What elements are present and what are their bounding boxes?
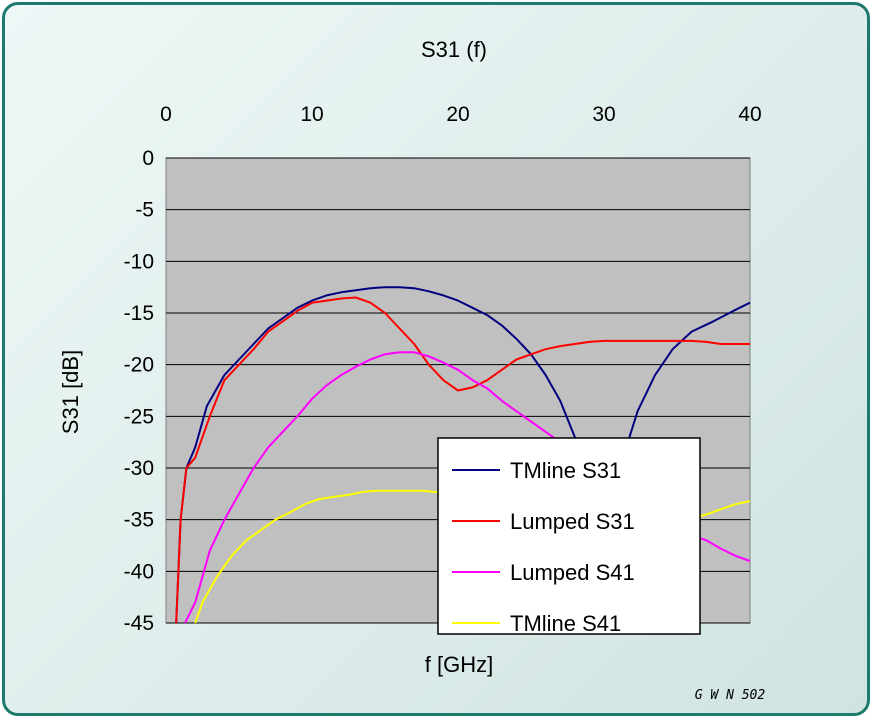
y-tick-label: -15 [124, 302, 154, 325]
legend-label: Lumped S31 [510, 509, 635, 534]
x-axis-title: f [GHz] [425, 652, 493, 677]
y-tick-label: -5 [135, 199, 154, 222]
x-tick-label: 20 [446, 103, 469, 126]
footer-tag: G W N 502 [695, 688, 766, 703]
x-tick-label: 40 [738, 103, 761, 126]
y-tick-label: -25 [124, 405, 154, 428]
y-tick-label: -30 [124, 457, 154, 480]
y-tick-label: 0 [142, 147, 154, 170]
x-tick-label: 30 [592, 103, 615, 126]
y-tick-label: -10 [124, 250, 154, 273]
y-tick-label: -45 [124, 612, 154, 635]
y-axis-title: S31 [dB] [58, 350, 83, 434]
series-line-1 [175, 296, 750, 624]
x-tick-labels: 0 10 20 30 40 [160, 103, 762, 126]
legend-label: TMline S41 [510, 611, 621, 636]
x-tick-label: 10 [300, 103, 323, 126]
y-tick-label: -40 [124, 560, 154, 583]
legend: TMline S31 Lumped S31 Lumped S41 TMline S41 [437, 437, 701, 636]
y-tick-label: -35 [124, 509, 154, 532]
y-tick-label: -20 [124, 354, 154, 377]
x-tick-label: 0 [160, 103, 172, 126]
y-tick-labels: 0 -5 -10 -15 -20 -25 -30 -35 -40 -45 [124, 147, 154, 635]
legend-label: Lumped S41 [510, 560, 635, 585]
legend-label: TMline S31 [510, 458, 621, 483]
chart-title: S31 (f) [421, 37, 487, 62]
